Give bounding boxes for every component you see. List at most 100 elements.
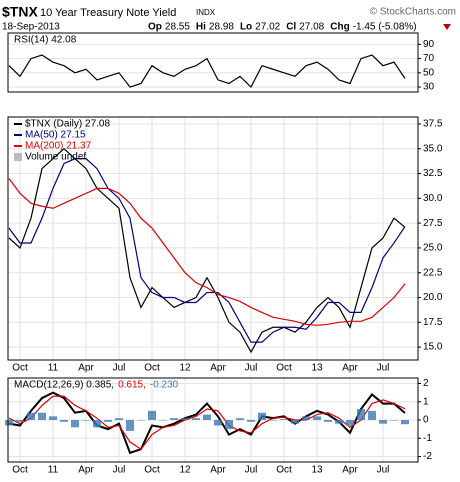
quote-label: Lo <box>240 22 252 33</box>
histogram-bar <box>379 420 387 424</box>
histogram-bar <box>148 410 156 420</box>
x-tick-label: Oct <box>144 465 160 476</box>
x-tick-label: Oct <box>144 363 160 374</box>
quote-label: Cl <box>286 22 296 33</box>
exchange: INDX <box>196 8 216 17</box>
y-tick-label: 20.0 <box>423 292 443 303</box>
legend-entry: MA(200) 21.37 <box>25 141 92 152</box>
quote-value: 27.08 <box>299 22 324 33</box>
histogram-bar <box>313 416 321 420</box>
histogram-bar <box>302 416 310 420</box>
histogram-bar <box>27 412 35 420</box>
histogram-bar <box>5 420 13 426</box>
x-tick-label: Oct <box>276 363 292 374</box>
legend-entry: MACD(12,26,9) 0.385, <box>14 380 114 391</box>
x-tick-label: Apr <box>342 363 358 374</box>
legend-entry: MA(50) 27.15 <box>25 130 86 141</box>
y-tick-label: 37.5 <box>423 119 443 130</box>
legend-entry: $TNX (Daily) 27.08 <box>25 119 110 130</box>
x-tick-label: Oct <box>12 465 28 476</box>
series-line <box>8 395 406 451</box>
histogram-bar <box>280 419 288 420</box>
x-tick-label: Apr <box>78 465 94 476</box>
histogram-bar <box>93 420 101 428</box>
y-tick-label: 32.5 <box>423 168 443 179</box>
quote-label: Hi <box>196 22 206 33</box>
y-tick-label: 30 <box>423 82 435 93</box>
date: 18-Sep-2013 <box>2 22 60 33</box>
histogram-bar <box>335 420 343 424</box>
x-tick-label: 12 <box>179 465 191 476</box>
panel-frame <box>7 377 419 463</box>
histogram-bar <box>324 420 332 422</box>
histogram-bar <box>269 420 277 421</box>
histogram-bar <box>60 420 68 422</box>
x-tick-label: Jul <box>377 363 390 374</box>
y-tick-label: 50 <box>423 67 435 78</box>
histogram-bar <box>104 420 112 422</box>
histogram-bar <box>137 420 145 421</box>
legend-entry: 0.615, <box>118 380 146 391</box>
x-tick-label: 11 <box>48 465 59 476</box>
histogram-bar <box>159 420 167 421</box>
histogram-bar <box>368 410 376 420</box>
quote-value: -1.45 (-5.08%) <box>353 22 417 33</box>
quote-value: 28.98 <box>209 22 234 33</box>
quote-label: Chg <box>330 22 349 33</box>
y-tick-label: 35.0 <box>423 143 443 154</box>
y-tick-label: 25.0 <box>423 243 443 254</box>
histogram-bar <box>170 418 178 420</box>
series-line <box>8 54 406 89</box>
x-tick-label: Apr <box>210 465 226 476</box>
x-tick-label: Jul <box>113 465 126 476</box>
x-tick-label: Jul <box>377 465 390 476</box>
histogram-bar <box>126 420 134 431</box>
y-tick-label: 1 <box>423 396 429 407</box>
histogram-bar <box>38 412 46 420</box>
y-tick-label: 17.5 <box>423 317 443 328</box>
x-tick-label: Apr <box>78 363 94 374</box>
x-tick-label: Oct <box>12 363 28 374</box>
x-tick-label: Apr <box>342 465 358 476</box>
histogram-bar <box>401 420 409 425</box>
security-name: 10 Year Treasury Note Yield <box>40 7 176 19</box>
y-tick-label: 15.0 <box>423 342 443 353</box>
histogram-bar <box>49 416 57 420</box>
x-tick-label: Apr <box>210 363 226 374</box>
x-tick-label: Jul <box>245 363 258 374</box>
histogram-bar <box>357 409 365 420</box>
histogram-bar <box>203 414 211 420</box>
symbol: $TNX <box>2 4 38 20</box>
histogram-bar <box>115 418 123 420</box>
histogram-bar <box>192 418 200 420</box>
histogram-bar <box>181 418 189 420</box>
x-tick-label: Jul <box>113 363 126 374</box>
histogram-bar <box>346 420 354 426</box>
histogram-bar <box>247 420 255 422</box>
histogram-bar <box>16 420 24 422</box>
y-tick-label: 70 <box>423 53 435 64</box>
x-tick-label: 13 <box>311 465 323 476</box>
series-line <box>8 178 406 326</box>
watermark: © StockCharts.com <box>370 7 456 18</box>
x-tick-label: 12 <box>179 363 191 374</box>
x-tick-label: 11 <box>48 363 59 374</box>
histogram-bar <box>258 412 266 420</box>
quote-value: 28.55 <box>165 22 190 33</box>
panel-frame <box>7 32 419 93</box>
y-tick-label: 90 <box>423 39 435 50</box>
quote-value: 27.02 <box>255 22 280 33</box>
x-tick-label: Oct <box>276 465 292 476</box>
histogram-bar <box>236 418 244 420</box>
histogram-bar <box>214 420 222 426</box>
histogram-bar <box>82 420 90 421</box>
x-tick-label: 13 <box>311 363 323 374</box>
series-line <box>8 158 406 343</box>
legend-swatch <box>14 153 22 161</box>
histogram-bar <box>291 420 299 424</box>
legend-entry: RSI(14) 42.08 <box>14 35 77 46</box>
y-tick-label: -1 <box>423 433 432 444</box>
y-tick-label: -2 <box>423 451 432 462</box>
histogram-bar <box>71 420 79 428</box>
